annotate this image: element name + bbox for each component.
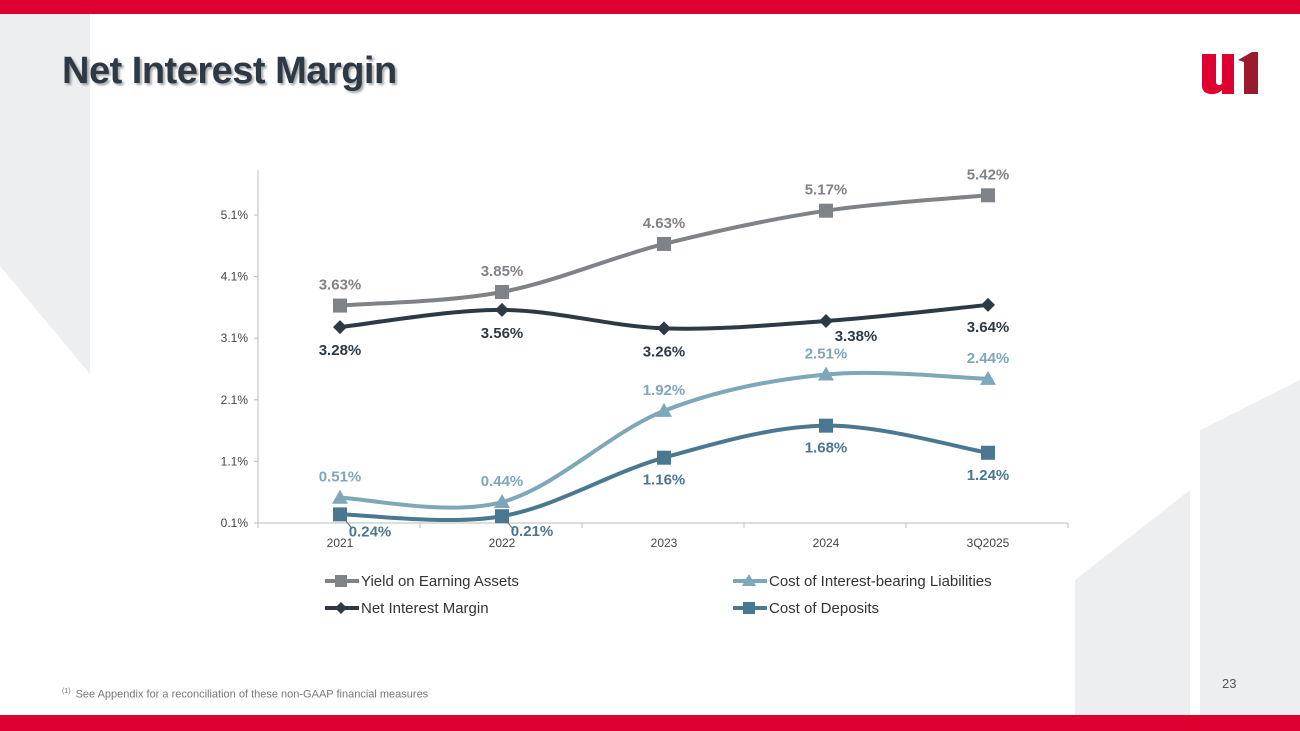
x-tick-label: 3Q2025 — [967, 536, 1010, 550]
x-tick-label: 2023 — [651, 536, 678, 550]
data-label: 3.28% — [319, 342, 362, 359]
legend-label: Net Interest Margin — [361, 599, 489, 617]
data-label: 0.44% — [481, 473, 524, 490]
data-point-marker — [332, 489, 348, 504]
data-point-marker — [495, 302, 509, 317]
legend-item: Cost of Interest-bearing Liabilities — [733, 572, 992, 590]
data-label: 3.63% — [319, 277, 362, 294]
y-tick-label: 3.1% — [221, 331, 249, 345]
data-point-marker — [657, 321, 671, 336]
page-number: 23 — [1222, 676, 1237, 691]
y-tick-label: 5.1% — [221, 208, 249, 222]
data-point-marker — [657, 236, 671, 251]
data-label: 3.85% — [481, 263, 524, 280]
data-label: 1.16% — [643, 472, 686, 489]
data-label: 2.44% — [967, 350, 1010, 367]
x-tick-label: 2021 — [327, 536, 354, 550]
data-label: 2.51% — [805, 346, 848, 363]
data-point-marker — [981, 188, 995, 203]
legend-item: Yield on Earning Assets — [325, 572, 519, 590]
data-label: 5.17% — [805, 182, 848, 199]
data-point-marker — [494, 494, 510, 509]
data-point-marker — [333, 320, 347, 335]
data-label: 3.38% — [835, 328, 878, 345]
data-point-marker — [495, 285, 509, 299]
legend-label: Cost of Deposits — [769, 599, 880, 617]
data-point-marker — [656, 402, 672, 417]
y-tick-label: 2.1% — [221, 393, 249, 407]
leader-line — [342, 517, 353, 529]
data-label: 0.21% — [511, 523, 554, 540]
data-point-marker — [981, 297, 995, 312]
leader-line — [504, 518, 515, 531]
data-point-marker — [819, 313, 833, 328]
data-label: 0.24% — [349, 523, 392, 540]
data-point-marker — [981, 445, 995, 460]
data-label: 3.26% — [643, 343, 686, 360]
legend-label: Cost of Interest-bearing Liabilities — [769, 572, 992, 590]
x-tick-label: 2022 — [489, 536, 516, 550]
legend-marker-icon — [733, 602, 767, 614]
footnote-text: See Appendix for a reconciliation of the… — [75, 688, 429, 701]
y-tick-label: 1.1% — [221, 454, 249, 468]
data-label: 0.51% — [319, 469, 362, 486]
data-label: 3.64% — [967, 319, 1010, 336]
legend-item: Cost of Deposits — [733, 599, 879, 617]
background-decoration — [1200, 380, 1300, 715]
data-point-marker — [980, 370, 996, 385]
data-label: 4.63% — [643, 215, 686, 232]
data-label: 1.24% — [967, 467, 1010, 484]
legend-marker-icon — [325, 602, 359, 614]
footnote-marker: (1) — [62, 688, 71, 695]
legend-item: Net Interest Margin — [325, 599, 489, 617]
data-label: 1.68% — [805, 440, 848, 457]
legend-marker-icon — [325, 575, 359, 587]
page-title: Net Interest Margin — [62, 50, 397, 92]
data-point-marker — [818, 366, 834, 381]
company-logo — [1200, 50, 1262, 101]
data-point-marker — [819, 203, 833, 218]
legend-label: Yield on Earning Assets — [361, 572, 519, 590]
data-label: 1.92% — [643, 382, 686, 399]
data-label: 3.56% — [481, 325, 524, 342]
top-brand-bar — [0, 0, 1300, 14]
y-tick-label: 4.1% — [221, 270, 249, 284]
data-point-marker — [333, 298, 347, 313]
footnote: (1) See Appendix for a reconciliation of … — [62, 688, 428, 701]
bottom-brand-bar — [0, 715, 1300, 731]
legend-marker-icon — [733, 574, 767, 586]
data-label: 5.42% — [967, 166, 1010, 183]
data-point-marker — [657, 450, 671, 465]
data-point-marker — [819, 418, 833, 433]
y-tick-label: 0.1% — [221, 516, 249, 530]
x-tick-label: 2024 — [813, 536, 840, 550]
